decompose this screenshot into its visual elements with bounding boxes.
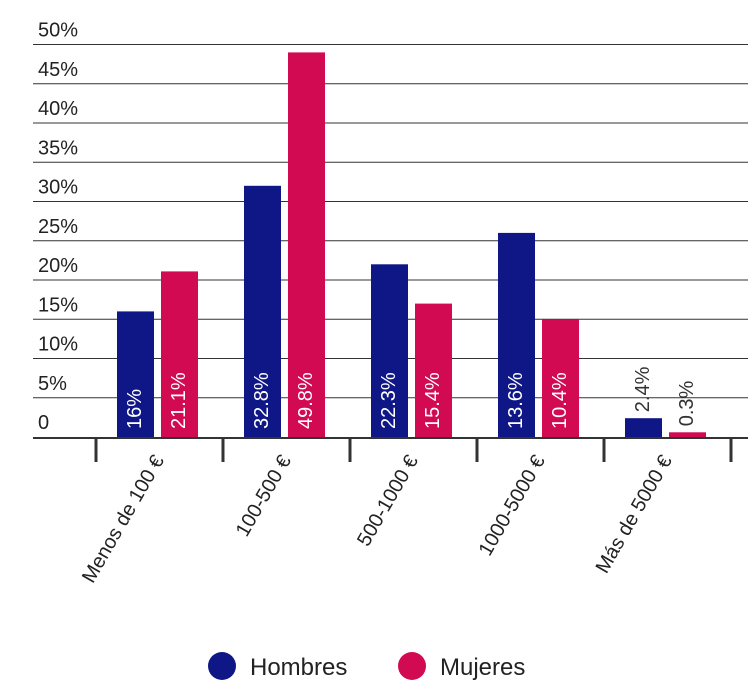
bar-data-label: 15.4% bbox=[422, 372, 444, 429]
bar-data-label: 2.4% bbox=[632, 366, 654, 412]
y-tick-label: 50% bbox=[38, 20, 78, 42]
bar-data-label: 0.3% bbox=[676, 380, 698, 426]
y-tick-label: 15% bbox=[38, 294, 78, 316]
category-label: 100-500 € bbox=[232, 452, 296, 541]
bars bbox=[117, 52, 706, 438]
y-tick-label: 5% bbox=[38, 373, 67, 395]
y-tick-label: 10% bbox=[38, 334, 78, 356]
category-label: 500-1000 € bbox=[353, 452, 423, 551]
bar-hombres bbox=[498, 232, 535, 437]
category-label: Más de 5000 € bbox=[592, 452, 677, 578]
category-labels: Menos de 100 € 100-500 € 500-1000 € 1000-50… bbox=[78, 452, 677, 587]
bar-data-label: 13.6% bbox=[505, 372, 527, 429]
y-tick-label: 25% bbox=[38, 216, 78, 238]
bar-labels: 16% 21.1% 32.8% 49.8% 22.3% 15.4% 13.6% 10.4% 2.… bbox=[124, 366, 698, 429]
bar-mujeres bbox=[288, 52, 325, 438]
bar-data-label: 32.8% bbox=[251, 372, 273, 429]
y-tick-label: 45% bbox=[38, 59, 78, 81]
y-axis-ticks: 0 5% 10% 15% 20% 25% 30% 35% 40% 45% 50% bbox=[38, 20, 78, 435]
bar-data-label: 16% bbox=[124, 389, 146, 429]
category-label: 1000-5000 € bbox=[475, 452, 550, 560]
y-tick-label: 0 bbox=[38, 412, 49, 434]
y-tick-label: 20% bbox=[38, 255, 78, 277]
legend: Hombres Mujeres bbox=[208, 652, 525, 681]
bar-data-label: 10.4% bbox=[549, 372, 571, 429]
y-tick-label: 40% bbox=[38, 98, 78, 120]
legend-swatch-mujeres bbox=[398, 652, 426, 680]
bar-mujeres bbox=[415, 303, 452, 437]
legend-swatch-hombres bbox=[208, 652, 236, 680]
legend-label: Mujeres bbox=[440, 654, 525, 681]
bar-mujeres bbox=[542, 319, 579, 438]
legend-label: Hombres bbox=[250, 654, 347, 681]
bar-data-label: 22.3% bbox=[378, 372, 400, 429]
bar-hombres bbox=[371, 264, 408, 437]
bar-data-label: 49.8% bbox=[295, 372, 317, 429]
bar-hombres bbox=[244, 185, 281, 437]
bar-mujeres bbox=[161, 271, 198, 437]
bar-hombres bbox=[625, 418, 662, 437]
bar-hombres bbox=[117, 311, 154, 437]
bar-mujeres bbox=[669, 432, 706, 437]
category-label: Menos de 100 € bbox=[78, 452, 169, 587]
bar-data-label: 21.1% bbox=[168, 372, 190, 429]
y-tick-label: 30% bbox=[38, 177, 78, 199]
x-axis bbox=[33, 437, 748, 462]
y-tick-label: 35% bbox=[38, 137, 78, 159]
